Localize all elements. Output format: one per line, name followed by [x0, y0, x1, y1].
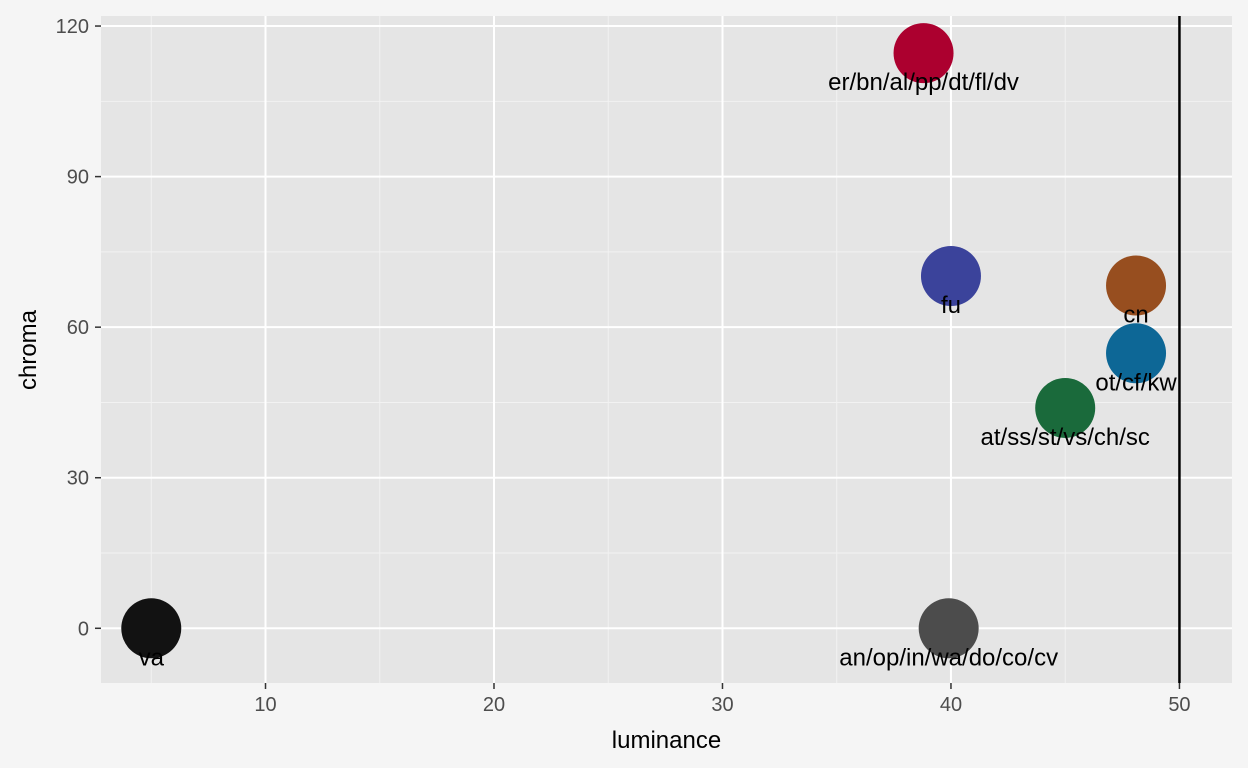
y-axis: 0 30 60 90 120	[56, 16, 101, 640]
data-point	[121, 598, 182, 659]
point-label: ot/cf/kw	[1095, 369, 1177, 396]
y-tick-label: 0	[78, 618, 89, 640]
x-tick-label: 20	[483, 694, 505, 716]
x-axis-title: luminance	[612, 727, 721, 754]
x-tick-label: 40	[940, 694, 962, 716]
x-axis: 10 20 30 40 50	[254, 683, 1191, 716]
point-label: er/bn/al/pp/dt/fl/dv	[828, 69, 1019, 96]
point-label: an/op/in/wa/do/co/cv	[839, 644, 1058, 671]
point-label: cn	[1123, 302, 1148, 329]
points-layer	[121, 23, 1167, 659]
data-point	[1106, 255, 1167, 316]
grid-minor	[101, 16, 1232, 683]
x-tick-label: 10	[254, 694, 276, 716]
data-point	[1035, 377, 1096, 438]
y-tick-label: 60	[67, 317, 89, 339]
y-tick-label: 120	[56, 16, 89, 38]
y-tick-label: 90	[67, 167, 89, 189]
x-tick-label: 30	[711, 694, 733, 716]
point-label: at/ss/st/vs/ch/sc	[981, 424, 1150, 451]
plot-panel	[101, 16, 1232, 683]
data-point	[1106, 323, 1167, 384]
point-label: fu	[941, 292, 961, 319]
data-point	[893, 23, 954, 84]
y-tick-label: 30	[67, 468, 89, 490]
labels-layer: er/bn/al/pp/dt/fl/dv fu cn ot/cf/kw at/ss/st…	[139, 69, 1178, 671]
data-point	[920, 245, 981, 306]
data-point	[918, 598, 979, 659]
point-label: va	[139, 644, 165, 671]
x-tick-label: 50	[1168, 694, 1190, 716]
y-axis-title: chroma	[15, 309, 42, 390]
